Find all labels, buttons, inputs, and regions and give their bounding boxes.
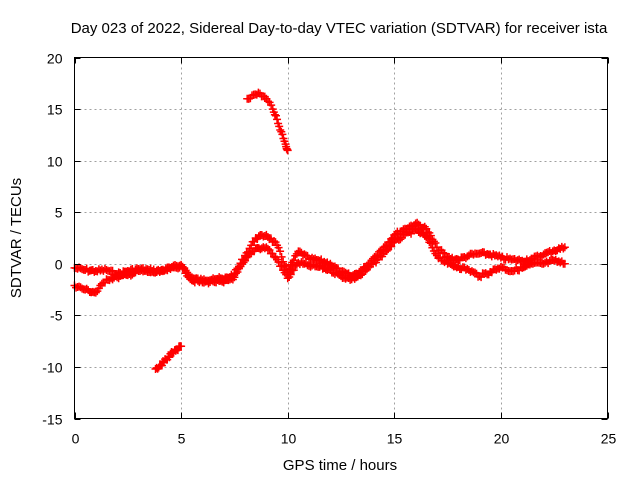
data-point (276, 125, 285, 134)
data-point (324, 264, 333, 273)
y-axis-label: SDTVAR / TECUs (8, 178, 25, 298)
y-tick-label: -5 (50, 308, 63, 324)
data-point (361, 266, 370, 275)
data-point (295, 247, 304, 256)
data-point (471, 268, 480, 277)
data-point (286, 270, 295, 279)
data-point (423, 234, 432, 243)
x-axis-label: GPS time / hours (283, 457, 397, 474)
data-point (263, 244, 272, 253)
data-point (387, 242, 396, 251)
data-points (70, 88, 569, 373)
plot-frame (74, 57, 608, 419)
y-tick-label: 10 (47, 154, 63, 170)
data-point (267, 101, 276, 110)
y-tick-label: 0 (55, 257, 63, 273)
y-tick-label: 5 (55, 205, 63, 221)
data-point (180, 264, 189, 273)
chart-title: Day 023 of 2022, Sidereal Day-to-day VTE… (71, 20, 608, 37)
data-point (422, 232, 431, 241)
y-tick-labels: -15 -10 -5 0 5 10 15 20 (42, 51, 62, 428)
data-point (270, 110, 279, 119)
series-segment-4-5-h (151, 342, 186, 373)
data-point (231, 269, 240, 278)
data-point (277, 262, 286, 271)
x-tick-label: 5 (178, 431, 186, 447)
data-point (283, 146, 292, 155)
data-point (278, 130, 287, 139)
y-tick-label: 20 (47, 51, 63, 67)
series-lower-band (70, 224, 569, 297)
x-tick-label: 20 (494, 431, 510, 447)
data-point (407, 229, 416, 238)
data-point (560, 259, 569, 268)
data-point (108, 266, 117, 275)
x-tick-label: 10 (281, 431, 297, 447)
data-point (426, 239, 435, 248)
data-point (275, 122, 284, 131)
x-tick-label: 0 (72, 431, 80, 447)
data-point (91, 288, 100, 297)
data-point (425, 238, 434, 247)
data-point (274, 243, 283, 252)
x-tick-label: 25 (601, 431, 617, 447)
y-tick-label: -15 (42, 412, 62, 428)
data-point (559, 244, 568, 253)
data-point (177, 342, 186, 351)
data-point (239, 258, 248, 267)
axis-ticks (74, 57, 609, 420)
data-point (230, 273, 239, 282)
y-tick-label: -10 (42, 360, 62, 376)
data-point (178, 262, 187, 271)
x-tick-label: 15 (387, 431, 403, 447)
x-tick-labels: 0 5 10 15 20 25 (72, 431, 617, 447)
data-point (356, 271, 365, 280)
series-segment-8-10-h (243, 88, 292, 155)
grid-lines (74, 57, 608, 419)
data-point (277, 252, 286, 261)
data-point (273, 115, 282, 124)
data-point (274, 258, 283, 267)
y-tick-label: 15 (47, 102, 63, 118)
data-point (289, 266, 298, 275)
data-point (276, 247, 285, 256)
data-point (165, 353, 174, 362)
data-point (396, 235, 405, 244)
data-point (271, 111, 280, 120)
data-point (560, 243, 569, 252)
data-point (269, 237, 278, 246)
data-point (289, 256, 298, 265)
